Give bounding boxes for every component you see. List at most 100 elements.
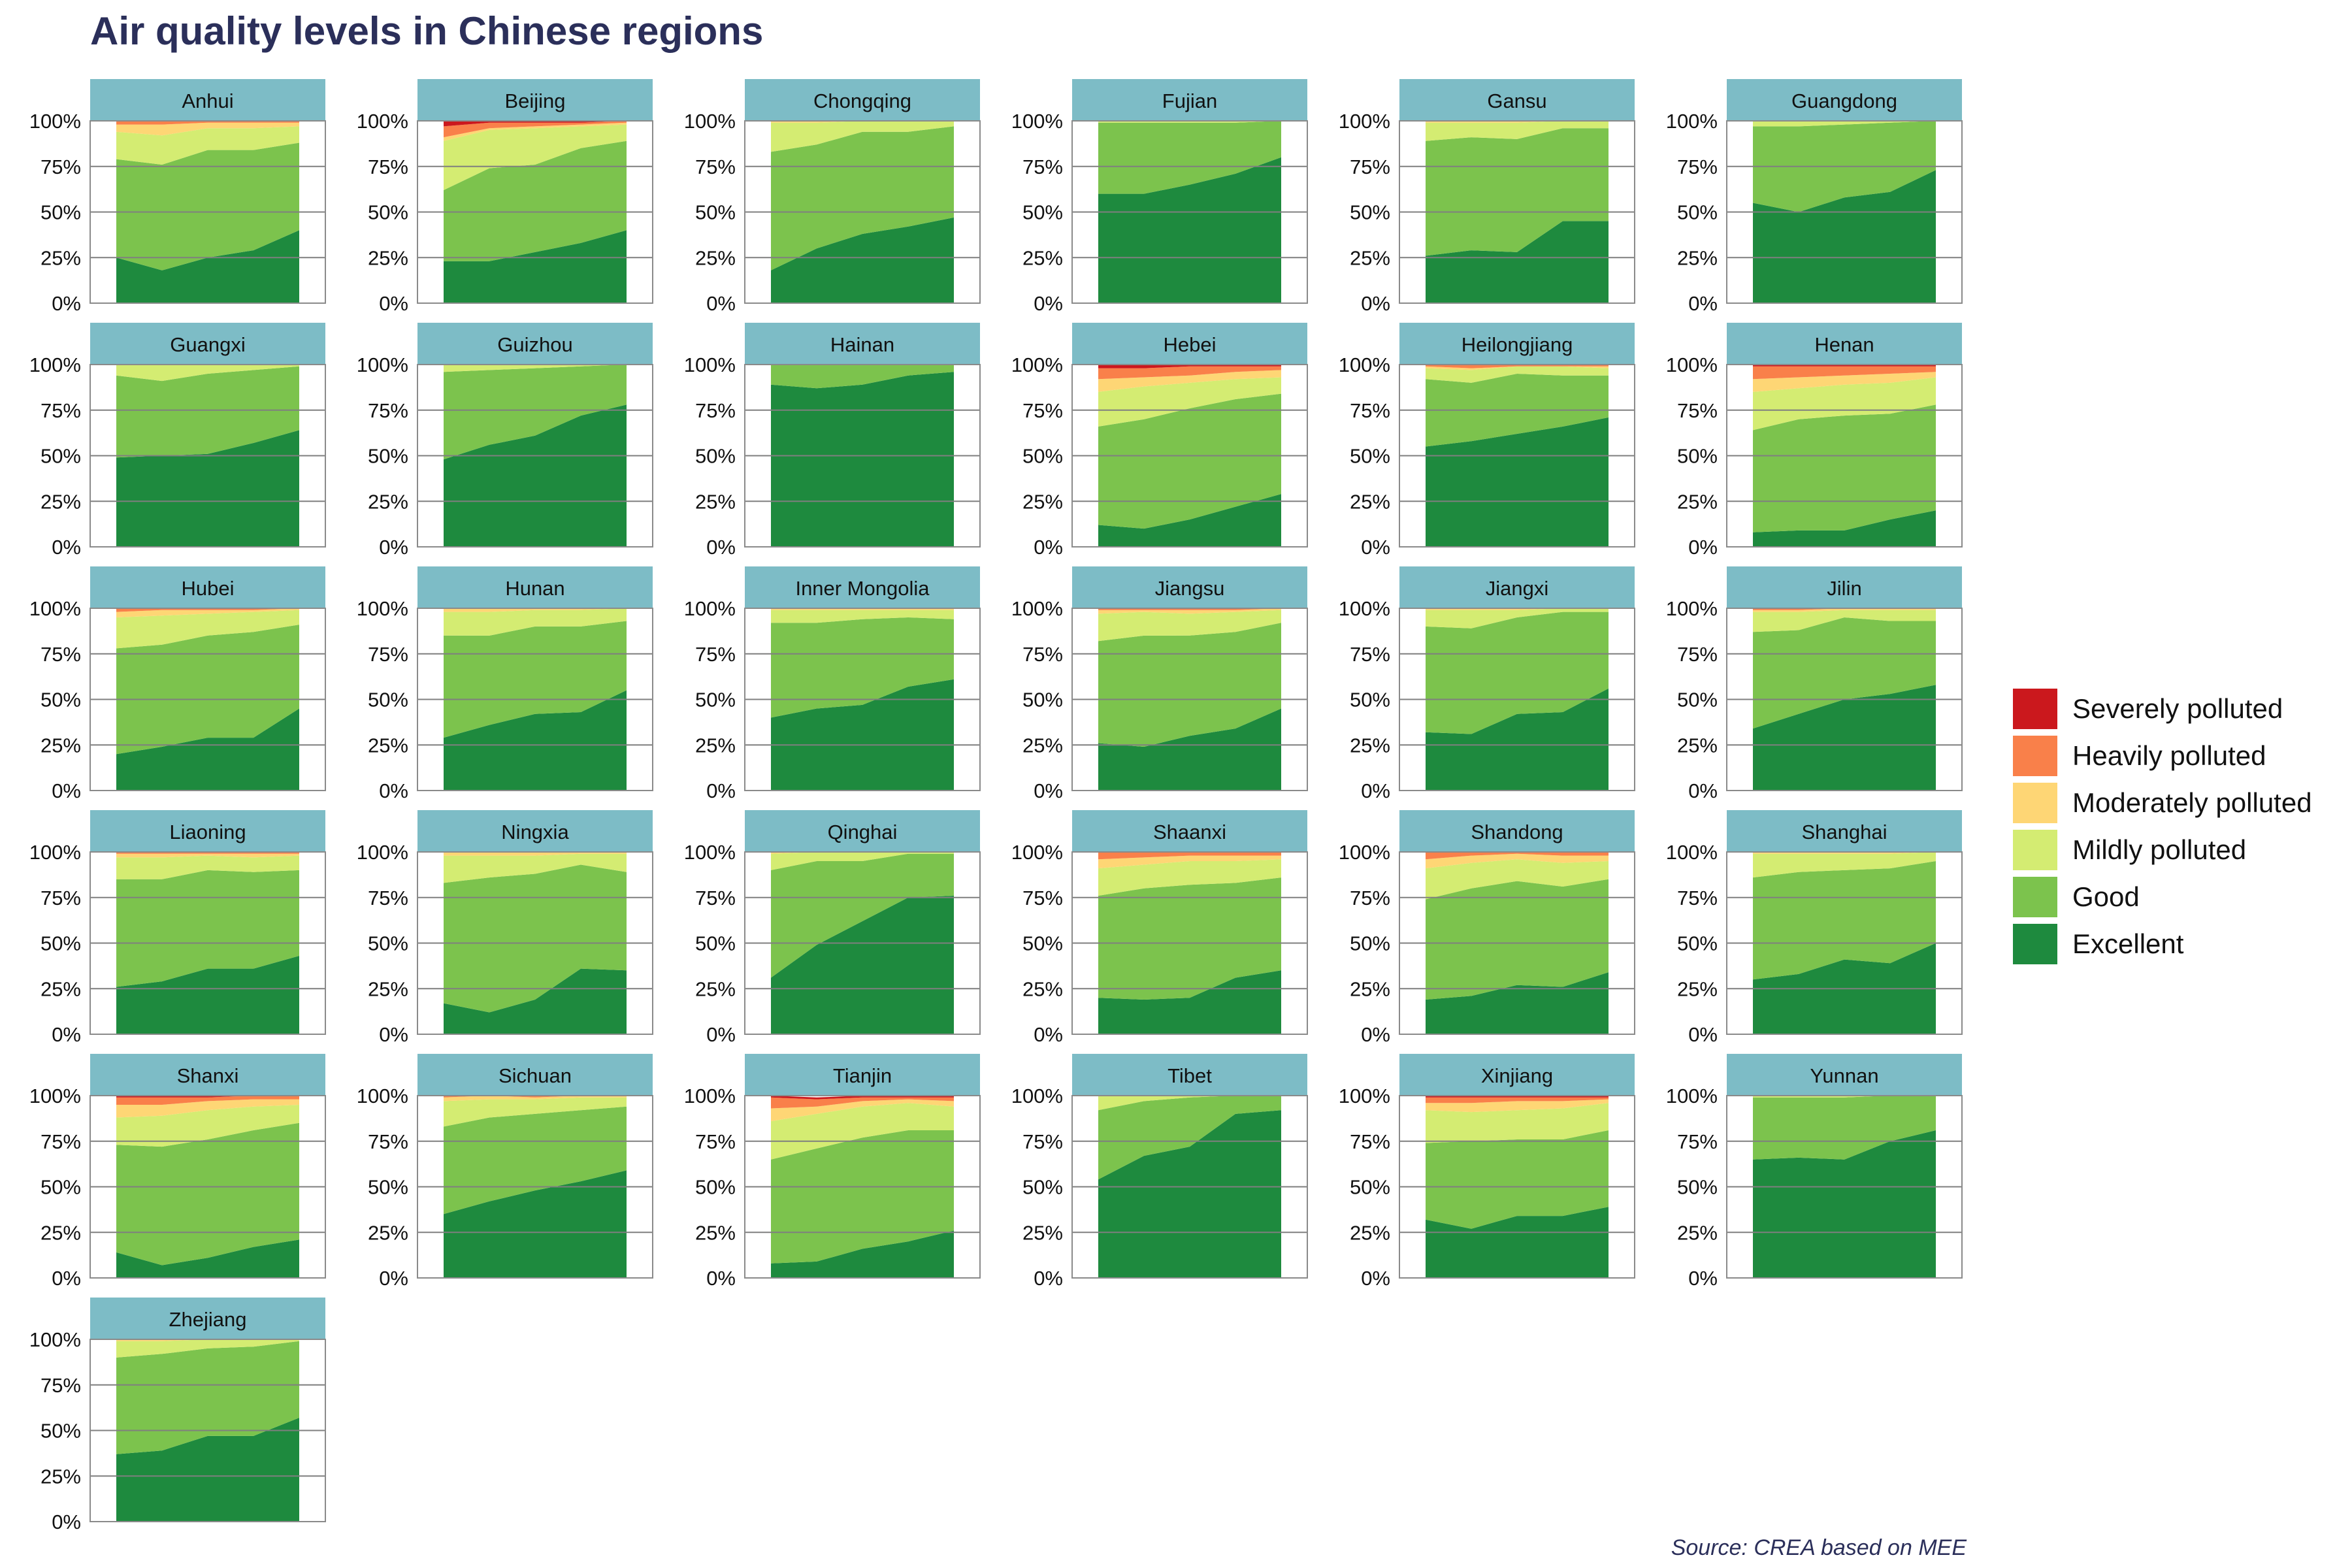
area-good [116, 1122, 299, 1266]
legend-item-heavily-polluted: Heavily polluted [2012, 734, 2266, 777]
legend-item-good: Good [2012, 875, 2140, 919]
area-moderately-polluted [1098, 608, 1281, 614]
y-tick-label: 50% [1022, 1176, 1063, 1199]
y-tick-label: 25% [695, 1221, 736, 1244]
area-heavily-polluted [1426, 1097, 1609, 1103]
area-moderately-polluted [1753, 372, 1936, 392]
panel-border [1399, 1095, 1635, 1279]
panel-hainan: Hainan 0% 25% 50% 75% 100% [684, 323, 981, 559]
area-excellent [771, 217, 954, 303]
panel-beijing: Beijing 0% 25% 50% 75% 100% [357, 79, 653, 315]
y-tick-label: 100% [1011, 353, 1063, 376]
panel-jiangxi: Jiangxi 0% 25% 50% 75% 100% [1339, 566, 1635, 802]
panel-strip [1727, 323, 1962, 365]
panel-title: Tibet [1168, 1064, 1212, 1087]
panel-title: Shaanxi [1153, 821, 1226, 843]
panel-border [1726, 120, 1963, 304]
area-good [116, 625, 299, 755]
panel-title: Hebei [1164, 333, 1217, 356]
panel-hunan: Hunan 0% 25% 50% 75% 100% [357, 566, 653, 802]
panel-shandong: Shandong 0% 25% 50% 75% 100% [1339, 810, 1635, 1046]
panel-title: Inner Mongolia [795, 577, 930, 600]
area-excellent [1753, 1130, 1936, 1278]
panel-guizhou: Guizhou 0% 25% 50% 75% 100% [357, 323, 653, 559]
panel-title: Guangdong [1791, 90, 1897, 112]
panel-title: Heilongjiang [1462, 333, 1573, 356]
panel-border [90, 1095, 326, 1279]
area-moderately-polluted [116, 608, 299, 617]
panel-title: Zhejiang [169, 1308, 247, 1331]
y-tick-label: 50% [41, 1420, 81, 1443]
panel-border [417, 1095, 653, 1279]
y-tick-label: 50% [41, 932, 81, 955]
y-tick-label: 50% [695, 201, 736, 224]
panel-henan: Henan 0% 25% 50% 75% 100% [1666, 323, 1963, 559]
area-excellent [1426, 221, 1609, 303]
panel-strip [417, 1054, 653, 1096]
y-tick-label: 25% [41, 1465, 81, 1488]
legend-item-moderately-polluted: Moderately polluted [2012, 781, 2312, 825]
area-mildly-polluted [444, 853, 627, 883]
panel-guangxi: Guangxi 0% 25% 50% 75% 100% [29, 323, 326, 559]
y-tick-label: 75% [41, 399, 81, 422]
panel-title: Tianjin [833, 1064, 892, 1087]
legend: Severely polluted Heavily polluted Moderat… [2012, 687, 2312, 966]
y-tick-label: 75% [41, 887, 81, 909]
y-tick-label: 25% [1677, 977, 1718, 1000]
panel-title: Ningxia [501, 821, 569, 843]
area-good [1098, 1096, 1281, 1180]
area-mildly-polluted [1098, 610, 1281, 642]
panel-hubei: Hubei 0% 25% 50% 75% 100% [29, 566, 326, 802]
panel-title: Shanxi [177, 1064, 239, 1087]
area-excellent [771, 896, 954, 1034]
y-tick-label: 0% [1361, 1023, 1390, 1046]
panel-border [1726, 851, 1963, 1035]
area-good [1753, 861, 1936, 980]
y-tick-label: 100% [29, 353, 81, 376]
y-tick-label: 0% [706, 1267, 736, 1290]
legend-swatch [2012, 875, 2059, 919]
panel-guangdong: Guangdong 0% 25% 50% 75% 100% [1666, 79, 1963, 315]
panel-jiangsu: Jiangsu 0% 25% 50% 75% 100% [1011, 566, 1308, 802]
panel-border [417, 364, 653, 547]
y-tick-label: 0% [52, 1023, 81, 1046]
legend-swatch [2012, 781, 2059, 825]
area-good [1426, 879, 1609, 1000]
panel-border [744, 608, 981, 791]
area-excellent [1426, 417, 1609, 547]
y-tick-label: 25% [695, 246, 736, 269]
area-good [771, 365, 954, 389]
y-tick-label: 75% [1350, 399, 1390, 422]
y-tick-label: 75% [695, 399, 736, 422]
panel-strip [417, 323, 653, 365]
y-tick-label: 0% [379, 292, 408, 315]
panel-strip [90, 566, 325, 608]
area-good [1753, 617, 1936, 729]
area-moderately-polluted [1426, 1099, 1609, 1113]
panel-title: Yunnan [1810, 1064, 1878, 1087]
y-tick-label: 100% [684, 597, 736, 620]
area-good [1098, 121, 1281, 194]
panel-title: Jiangxi [1486, 577, 1549, 600]
panel-title: Liaoning [169, 821, 246, 843]
y-tick-label: 25% [1022, 246, 1063, 269]
panel-shanghai: Shanghai 0% 25% 50% 75% 100% [1666, 810, 1963, 1046]
panel-gansu: Gansu 0% 25% 50% 75% 100% [1339, 79, 1635, 315]
area-good [116, 870, 299, 987]
panel-jilin: Jilin 0% 25% 50% 75% 100% [1666, 566, 1963, 802]
area-good [444, 140, 627, 261]
panel-strip [90, 1054, 325, 1096]
y-tick-label: 0% [706, 292, 736, 315]
y-tick-label: 50% [1677, 932, 1718, 955]
y-tick-label: 100% [357, 353, 408, 376]
area-excellent [771, 1230, 954, 1278]
y-tick-label: 0% [1688, 536, 1718, 559]
y-tick-label: 50% [1022, 445, 1063, 468]
y-tick-label: 75% [1022, 887, 1063, 909]
panel-title: Guizhou [497, 333, 572, 356]
area-moderately-polluted [444, 122, 627, 141]
y-tick-label: 50% [1350, 932, 1390, 955]
panel-chongqing: Chongqing 0% 25% 50% 75% 100% [684, 79, 981, 315]
y-tick-label: 100% [1011, 1085, 1063, 1107]
